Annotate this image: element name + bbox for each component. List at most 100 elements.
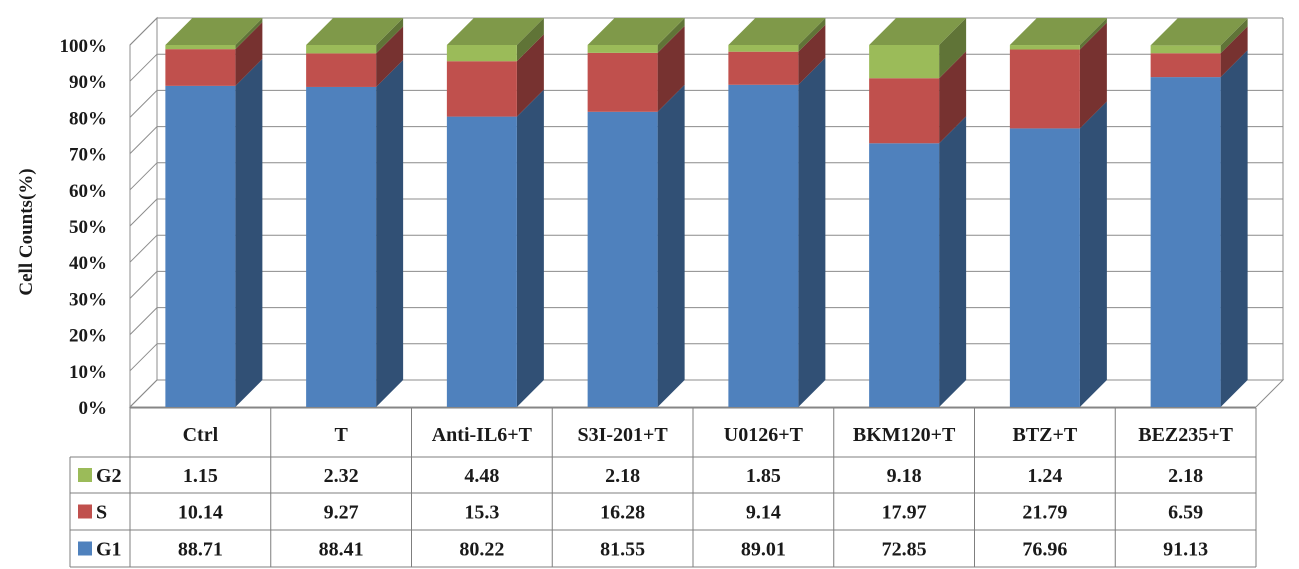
y-tick-label: 40% — [69, 253, 107, 274]
data-label: 21.79 — [1022, 502, 1067, 524]
bar-stack — [1009, 18, 1107, 408]
bar-side — [235, 22, 263, 86]
bar-segment-s — [1009, 49, 1080, 129]
bar-side — [939, 116, 967, 408]
data-label: 9.18 — [887, 465, 922, 487]
data-label: 1.15 — [183, 465, 218, 487]
x-tick-label: T — [334, 424, 348, 446]
gridline-side — [129, 307, 158, 335]
floor — [128, 379, 1285, 408]
y-tick-label: 50% — [69, 217, 107, 238]
gridline-side — [129, 379, 158, 408]
bar-segment-s — [1150, 53, 1221, 78]
gridline-side — [129, 343, 158, 372]
data-label: 76.96 — [1022, 539, 1067, 561]
bar-segment-g1 — [306, 86, 377, 407]
gridline-side — [129, 126, 158, 154]
bar-segment-s — [306, 53, 377, 87]
data-label: 16.28 — [600, 502, 645, 524]
bar-segment-g1 — [446, 116, 517, 407]
bar-segment-g2 — [869, 45, 940, 79]
bar-segment-s — [587, 52, 658, 112]
y-tick-label: 60% — [69, 181, 107, 202]
bar-stack — [446, 18, 544, 407]
x-tick-label: Anti-IL6+T — [432, 424, 533, 446]
gridlines — [129, 17, 1283, 408]
legend-label: G1 — [96, 539, 122, 561]
bar-segment-s — [165, 49, 236, 86]
bar-side — [235, 18, 263, 50]
bar-side — [1220, 26, 1248, 78]
bar-side — [376, 26, 404, 87]
gridline-side — [129, 198, 158, 227]
legend-key-g2 — [78, 468, 92, 482]
bar-side — [376, 18, 404, 54]
x-tick-label: BTZ+T — [1012, 424, 1077, 446]
data-label: 88.71 — [178, 539, 223, 561]
bar-side — [1220, 50, 1248, 407]
gridline-side — [129, 90, 158, 118]
gridline-side — [129, 271, 158, 299]
legend-key-s — [78, 504, 92, 519]
x-tick-label: Ctrl — [183, 424, 219, 446]
bar-stack — [306, 18, 404, 407]
data-label: 9.14 — [746, 502, 781, 524]
bar-side — [1220, 18, 1248, 54]
y-tick-label: 100% — [60, 36, 108, 57]
data-label: 1.24 — [1027, 465, 1062, 487]
y-tick-label: 80% — [69, 108, 107, 129]
bar-stack — [165, 18, 263, 407]
gridline-side — [129, 17, 158, 46]
data-label: 80.22 — [459, 539, 504, 561]
x-tick-label: BEZ235+T — [1138, 424, 1233, 446]
bar-segment-g1 — [728, 84, 799, 407]
bar-segment-g1 — [587, 111, 658, 407]
bar-side — [235, 58, 263, 407]
bar-side — [657, 84, 685, 407]
bar-side — [798, 24, 826, 85]
data-label: 2.32 — [324, 465, 359, 487]
gridline-side — [129, 162, 158, 191]
y-axis-ticks: 0% 10% 20% 30% 40% 50% 60% 70% 80% 90% 100% — [60, 36, 108, 419]
bar-top — [306, 18, 404, 45]
bar-segment-g1 — [1150, 77, 1221, 407]
data-label: 2.18 — [1168, 465, 1203, 487]
bar-segment-g2 — [165, 45, 236, 50]
data-label: 10.14 — [178, 502, 223, 524]
y-tick-label: 90% — [69, 72, 107, 93]
y-axis-title: Cell Counts(%) — [16, 168, 37, 295]
bar-segment-g1 — [165, 85, 236, 407]
data-label: 2.18 — [605, 465, 640, 487]
bar-segment-g2 — [1009, 45, 1080, 50]
data-label: 88.41 — [319, 539, 364, 561]
bar-segment-g2 — [728, 45, 799, 52]
bar-segment-g2 — [446, 45, 517, 62]
bar-side — [939, 51, 967, 144]
data-label: 6.59 — [1168, 502, 1203, 524]
bar-segment-g1 — [1009, 128, 1080, 408]
bar-segment-s — [446, 61, 517, 117]
bar-top — [1009, 18, 1107, 46]
bar-top — [446, 18, 544, 45]
data-label: 81.55 — [600, 539, 645, 561]
bar-stack — [728, 18, 826, 407]
bar-side — [1079, 18, 1107, 50]
bar-top — [728, 18, 826, 45]
bar-top — [1150, 18, 1248, 46]
bar-segment-g2 — [306, 45, 377, 54]
bar-side — [1079, 22, 1107, 129]
bar-side — [798, 18, 826, 52]
bar-side — [516, 18, 544, 62]
gridline-side — [129, 234, 158, 263]
gridline-side — [129, 53, 158, 82]
bar-segment-s — [728, 51, 799, 85]
data-table: Ctrl T Anti-IL6+T S3I-201+T U0126+T BKM120+T B… — [69, 407, 1257, 568]
bar-side — [798, 57, 826, 407]
bar-side — [939, 18, 967, 79]
bar-side — [657, 17, 685, 53]
bar-stack — [869, 18, 967, 408]
bar-segment-g2 — [587, 44, 658, 53]
y-tick-label: 20% — [69, 326, 107, 347]
bars — [165, 17, 1248, 408]
